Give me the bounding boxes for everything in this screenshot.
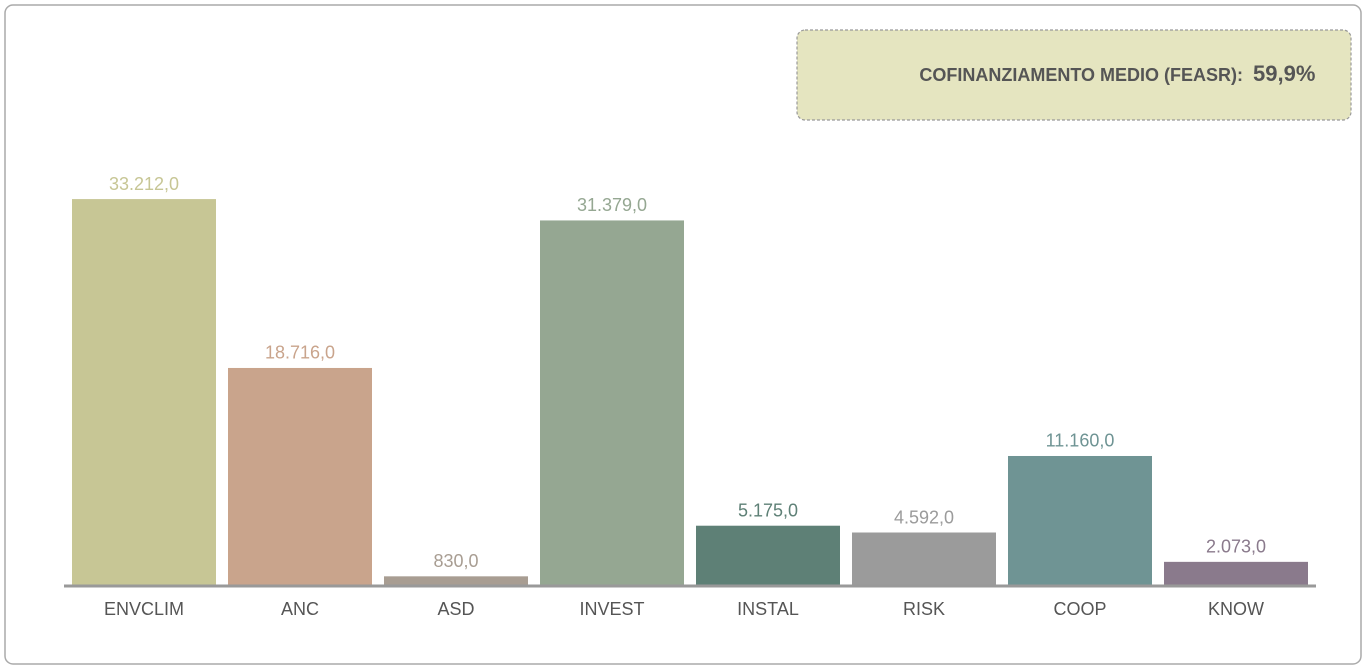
x-tick-label: KNOW: [1208, 599, 1264, 619]
bar: [1164, 561, 1308, 586]
annotation-label: COFINANZIAMENTO MEDIO (FEASR):: [919, 65, 1243, 85]
value-label: 830,0: [433, 551, 478, 571]
bar: [696, 525, 840, 586]
annotation-value: 59,9%: [1253, 61, 1315, 86]
value-label: 18.716,0: [265, 343, 335, 363]
x-tick-label: INSTAL: [737, 599, 799, 619]
x-tick-label: ENVCLIM: [104, 599, 184, 619]
value-label: 5.175,0: [738, 500, 798, 520]
x-tick-label: RISK: [903, 599, 945, 619]
value-label: 33.212,0: [109, 174, 179, 194]
annotation-box: [796, 29, 1352, 121]
x-tick-label: INVEST: [579, 599, 644, 619]
value-label: 4.592,0: [894, 507, 954, 527]
x-tick-label: COOP: [1053, 599, 1106, 619]
value-label: 11.160,0: [1046, 431, 1115, 451]
bar: [228, 367, 372, 586]
bar: [852, 532, 996, 586]
x-tick-label: ASD: [437, 599, 474, 619]
value-label: 31.379,0: [577, 195, 647, 215]
bar: [384, 576, 528, 586]
bar: [1008, 455, 1152, 586]
bar: [72, 199, 216, 586]
bar: [540, 220, 684, 587]
value-label: 2.073,0: [1206, 537, 1266, 557]
x-tick-label: ANC: [281, 599, 319, 619]
